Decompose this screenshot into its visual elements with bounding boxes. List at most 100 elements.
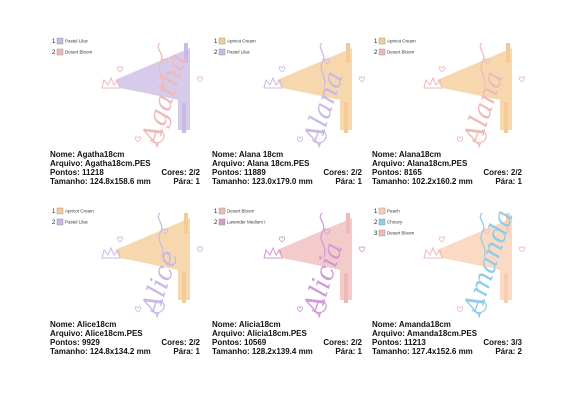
letter-a-foot bbox=[184, 213, 188, 233]
heart bbox=[456, 136, 464, 143]
color-count: Cores: 2/2 bbox=[323, 168, 362, 177]
thread-swatch bbox=[378, 218, 386, 226]
design-size: Tamanho: 124.8x158.6 mm bbox=[50, 177, 151, 186]
thread-swatch bbox=[56, 37, 64, 45]
thread-number: 2 bbox=[52, 50, 56, 56]
heart bbox=[116, 66, 124, 73]
thread-name: Apricot Cream bbox=[227, 39, 256, 44]
design-name: Nome: Amanda18cm bbox=[372, 320, 451, 329]
heart bbox=[134, 136, 142, 143]
heart bbox=[518, 76, 526, 83]
heart bbox=[358, 246, 366, 253]
crown bbox=[423, 76, 443, 89]
design-size: Tamanho: 102.2x160.2 mm bbox=[372, 177, 473, 186]
letter-a-foot bbox=[184, 43, 188, 63]
thread-swatch bbox=[56, 48, 64, 56]
heart bbox=[161, 228, 169, 235]
heart bbox=[518, 246, 526, 253]
thread-name: Desert Bloom bbox=[387, 50, 415, 55]
thread-swatch bbox=[378, 37, 386, 45]
letter-a bbox=[115, 218, 190, 300]
crown bbox=[423, 246, 443, 259]
color-count: Cores: 2/2 bbox=[483, 168, 522, 177]
color-count: Cores: 3/3 bbox=[483, 338, 522, 347]
thread-swatch bbox=[218, 48, 226, 56]
letter-a-foot bbox=[344, 103, 348, 133]
thread-number: 1 bbox=[214, 39, 218, 45]
letter-a bbox=[115, 48, 190, 130]
design-name: Nome: Alana 18cm bbox=[212, 150, 283, 159]
heart bbox=[483, 58, 491, 65]
thread-swatch bbox=[218, 37, 226, 45]
letter-a bbox=[277, 48, 352, 130]
thread-number: 2 bbox=[374, 220, 378, 226]
heart bbox=[196, 246, 204, 253]
thread-name: Pastel Lilac bbox=[227, 50, 251, 55]
thread-name: Apricot Cream bbox=[387, 39, 416, 44]
stop-count: Pára: 1 bbox=[173, 177, 200, 186]
stop-count: Pára: 1 bbox=[173, 347, 200, 356]
stitch-count: Pontos: 11218 bbox=[50, 168, 104, 177]
letter-a-foot bbox=[504, 103, 508, 133]
thread-number: 2 bbox=[374, 50, 378, 56]
swirl bbox=[311, 212, 327, 314]
heart bbox=[456, 306, 464, 313]
heart bbox=[161, 58, 169, 65]
heart bbox=[323, 58, 331, 65]
file-name: Arquivo: Alana 18cm.PES bbox=[212, 159, 310, 168]
swirl bbox=[471, 212, 487, 314]
thread-number: 3 bbox=[374, 231, 378, 237]
thread-name: Desert Bloom bbox=[227, 209, 255, 214]
color-count: Cores: 2/2 bbox=[161, 168, 200, 177]
heart bbox=[278, 236, 286, 243]
design-name: Nome: Agatha18cm bbox=[50, 150, 124, 159]
thread-swatch bbox=[378, 229, 386, 237]
letter-a-foot bbox=[506, 213, 510, 233]
stitch-count: Pontos: 11889 bbox=[212, 168, 266, 177]
letter-a bbox=[437, 48, 512, 130]
thread-name: Pastel Lilac bbox=[65, 39, 89, 44]
heart bbox=[134, 306, 142, 313]
design-name: Nome: Alana18cm bbox=[372, 150, 441, 159]
design-size: Tamanho: 127.4x152.6 mm bbox=[372, 347, 473, 356]
stop-count: Pára: 2 bbox=[495, 347, 522, 356]
thread-number: 2 bbox=[214, 50, 218, 56]
crown bbox=[263, 246, 283, 259]
thread-name: Desert Bloom bbox=[387, 231, 415, 236]
heart bbox=[323, 228, 331, 235]
letter-a bbox=[277, 218, 352, 300]
thread-name: Lavender Medium I bbox=[227, 220, 266, 225]
thread-number: 1 bbox=[374, 39, 378, 45]
letter-a-foot bbox=[182, 103, 186, 133]
letter-a-foot bbox=[506, 43, 510, 63]
letter-a-foot bbox=[346, 43, 350, 63]
stitch-count: Pontos: 11213 bbox=[372, 338, 426, 347]
heart bbox=[196, 76, 204, 83]
heart bbox=[438, 236, 446, 243]
crown bbox=[263, 76, 283, 89]
color-count: Cores: 2/2 bbox=[323, 338, 362, 347]
design-size: Tamanho: 124.8x134.2 mm bbox=[50, 347, 151, 356]
thread-number: 1 bbox=[214, 209, 218, 215]
heart bbox=[278, 66, 286, 73]
thread-swatch bbox=[378, 207, 386, 215]
color-count: Cores: 2/2 bbox=[161, 338, 200, 347]
stitch-count: Pontos: 9929 bbox=[50, 338, 100, 347]
thread-swatch bbox=[218, 218, 226, 226]
stop-count: Pára: 1 bbox=[335, 347, 362, 356]
stop-count: Pára: 1 bbox=[495, 177, 522, 186]
design-size: Tamanho: 123.0x179.0 mm bbox=[212, 177, 313, 186]
file-name: Arquivo: Agatha18cm.PES bbox=[50, 159, 151, 168]
thread-name: Peach bbox=[387, 209, 400, 214]
stitch-count: Pontos: 8165 bbox=[372, 168, 422, 177]
swirl bbox=[149, 42, 165, 144]
design-name: Nome: Alice18cm bbox=[50, 320, 116, 329]
stop-count: Pára: 1 bbox=[335, 177, 362, 186]
thread-name: Chicory bbox=[387, 220, 403, 225]
thread-swatch bbox=[218, 207, 226, 215]
file-name: Arquivo: Alice18cm.PES bbox=[50, 329, 143, 338]
